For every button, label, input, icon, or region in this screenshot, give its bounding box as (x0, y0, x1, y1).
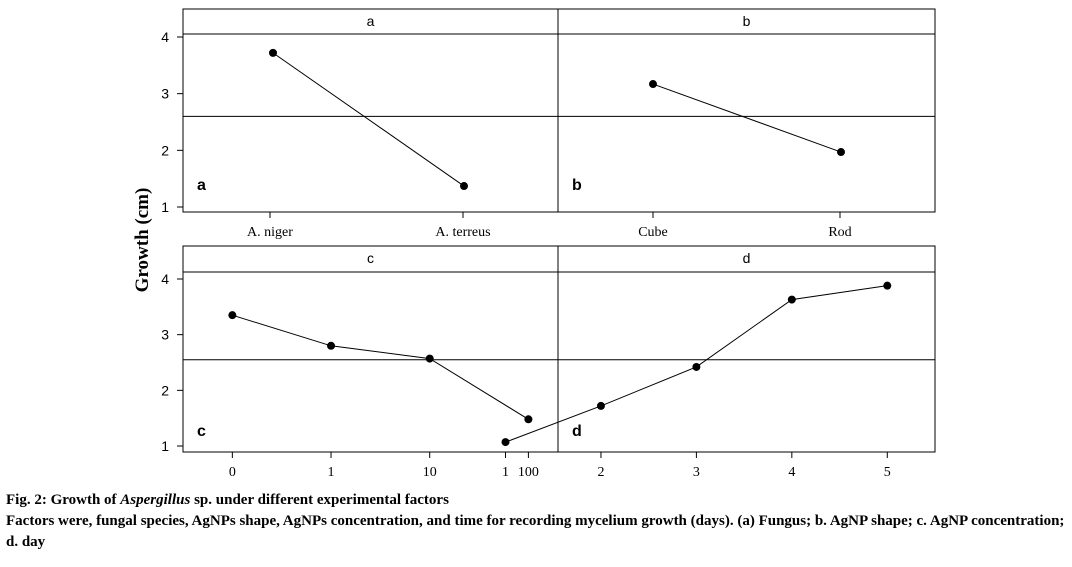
panel-a-data-point (269, 48, 277, 57)
y-tick-label: 1 (161, 438, 169, 454)
panel-c-series-line (232, 314, 529, 420)
panel-d-x-label: 5 (884, 465, 891, 480)
caption-species: Aspergillus (120, 492, 191, 508)
panel-d-x-label: 3 (693, 465, 700, 480)
panel-b-frame (557, 8, 936, 213)
panel-c-x-label: 10 (423, 465, 437, 480)
panel-c-x-label: 100 (518, 465, 539, 480)
panel-d-strip-label: d (743, 250, 751, 266)
panel-a-x-label: A. niger (247, 225, 293, 240)
y-tick-label: 3 (161, 327, 169, 343)
panel-d-frame (557, 245, 936, 453)
caption-suffix: sp. under different experimental factors (190, 492, 449, 508)
y-tick-label: 3 (161, 86, 169, 102)
panel-b-x-label: Rod (828, 225, 851, 240)
panel-d-data-point (596, 401, 605, 410)
panel-b-series-line (652, 83, 842, 153)
panel-b-data-point (649, 80, 657, 89)
panel-b-letter: b (572, 177, 582, 194)
panel-c-data-point (524, 415, 533, 424)
panel-c-x-label: 1 (328, 465, 335, 480)
y-tick-label: 4 (161, 271, 169, 287)
y-axis-label: Growth (cm) (132, 188, 153, 293)
panel-c-data-point (228, 311, 237, 320)
panel-c-x-label: 0 (229, 465, 236, 480)
main-effects-plot: Growth (cm) a 1 2 3 4 A. niger A. terreus a b Cub… (132, 8, 936, 480)
panel-a-frame (182, 8, 559, 213)
panel-a-data-point (460, 182, 468, 191)
panel-c-letter: c (197, 423, 206, 440)
panel-d-data-point (883, 281, 892, 290)
panel-c-frame (182, 245, 559, 453)
panel-c-strip-label: c (367, 250, 374, 266)
panel-b-x-label: Cube (638, 225, 668, 240)
y-tick-label: 4 (161, 29, 169, 45)
panel-d-data-point (787, 295, 796, 304)
panel-d-data-point (501, 438, 510, 447)
panel-b-strip-label: b (743, 13, 751, 29)
panel-a-x-label: A. terreus (435, 225, 490, 240)
panel-d-x-label: 4 (788, 465, 795, 480)
y-tick-label: 2 (161, 382, 169, 398)
figure-caption: Fig. 2: Growth of Aspergillus sp. under … (6, 490, 1066, 553)
caption-title: Fig. 2: Growth of Aspergillus sp. under … (6, 490, 1066, 511)
panel-d-letter: d (572, 423, 582, 440)
panels: a 1 2 3 4 A. niger A. terreus a b Cube Rod b c 1 2 3 4 0 1… (161, 8, 936, 480)
panel-d-x-label: 2 (597, 465, 604, 480)
panel-d-data-point (692, 362, 701, 371)
panel-d-x-label: 1 (502, 465, 509, 480)
caption-body: Factors were, fungal species, AgNPs shap… (6, 513, 1065, 550)
panel-a-series-line (272, 52, 465, 187)
panel-c-data-point (425, 354, 434, 363)
y-tick-label: 2 (161, 142, 169, 158)
panel-a-strip-label: a (367, 13, 375, 29)
panel-a-letter: a (197, 177, 206, 194)
y-tick-label: 1 (161, 199, 169, 215)
panel-c-data-point (327, 341, 336, 350)
caption-prefix: Fig. 2: Growth of (6, 492, 121, 508)
panel-b-data-point (837, 148, 845, 157)
